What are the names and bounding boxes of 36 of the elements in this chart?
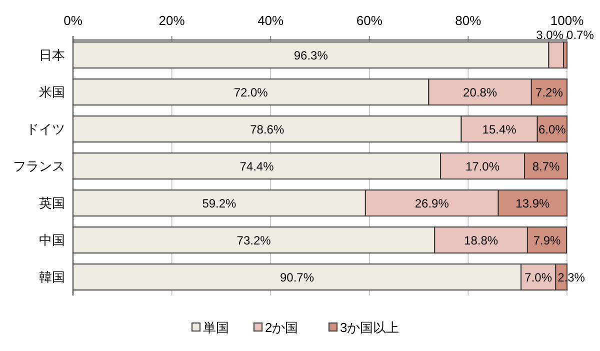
y-tick-label: 韓国 [39,270,65,284]
data-label: 3.0% [536,28,564,42]
data-label: 26.9% [414,196,450,210]
x-tick-label: 40% [258,13,284,28]
y-tick-label: 米国 [39,84,65,100]
data-label: 13.9% [516,196,550,210]
data-label: 8.7% [532,160,560,174]
y-tick-label: 日本 [39,48,65,62]
x-tick-label: 20% [158,13,186,28]
data-label: 6.0% [538,122,566,136]
data-label: 15.4% [482,122,517,136]
y-tick-label: 中国 [39,232,65,248]
data-label: 96.3% [294,48,328,62]
data-label: 7.2% [536,86,564,100]
legend-label: 2か国 [265,320,298,335]
data-label: 72.0% [234,86,268,100]
x-tick-label: 80% [455,13,482,28]
data-label: 73.2% [236,234,272,248]
legend-label: 3か国以上 [340,320,400,335]
data-label: 0.7% [566,28,594,42]
data-label: 7.0% [524,270,552,284]
y-tick-label: 英国 [39,196,65,210]
legend-label: 単国 [203,320,229,335]
data-label: 18.8% [464,234,498,248]
data-label: 7.9% [533,234,561,248]
y-tick-label: ドイツ [26,122,65,136]
data-label: 90.7% [280,270,314,284]
y-tick-label: フランス [13,158,65,174]
data-label: 20.8% [463,86,498,100]
x-tick-label: 60% [356,13,383,28]
data-label: 59.2% [202,196,237,210]
data-label: 17.0% [466,160,500,174]
x-tick-label: 0% [64,13,83,28]
data-label: 74.4% [240,160,274,174]
data-label: 78.6% [250,122,284,136]
x-tick-label: 100% [550,13,584,28]
